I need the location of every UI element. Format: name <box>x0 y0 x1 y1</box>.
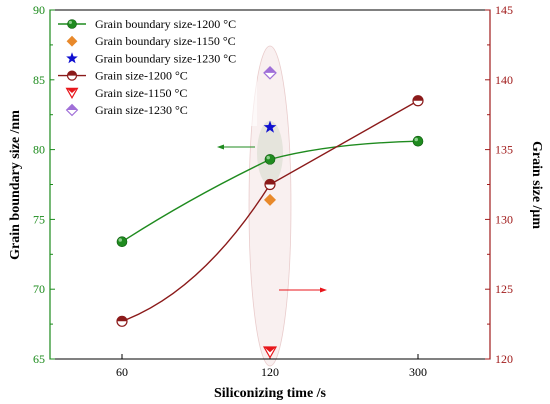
left-tick-label: 70 <box>33 282 45 296</box>
legend-marker <box>67 19 77 29</box>
left-axis-title: Grain boundary size /nm <box>8 110 23 260</box>
legend-marker <box>65 87 79 99</box>
series-markers <box>116 65 424 359</box>
legend-item: Grain size-1200 °C <box>58 69 188 83</box>
legend-marker <box>66 52 78 64</box>
right-tick-label: 125 <box>495 282 513 296</box>
data-point-grain-size-1200-c <box>116 315 128 327</box>
legend-item: Grain size-1230 °C <box>65 103 188 117</box>
legend-background <box>54 13 257 126</box>
legend-marker <box>66 70 78 81</box>
left-tick-label: 80 <box>33 143 45 157</box>
x-tick-label: 120 <box>261 365 279 379</box>
grain-size-highlight-ellipse <box>248 45 292 367</box>
left-tick-label: 75 <box>33 212 45 226</box>
legend-item: Grain boundary size-1230 °C <box>66 51 236 65</box>
right-axis-ticks: 120 125 130 135 140 145 <box>485 3 513 366</box>
x-axis-title: Siliconizing time /s <box>214 386 327 401</box>
right-tick-label: 145 <box>495 3 513 17</box>
right-tick-label: 135 <box>495 143 513 157</box>
grain-boundary-highlight-ellipse <box>257 121 283 185</box>
legend-label: Grain boundary size-1200 °C <box>95 17 236 31</box>
legend-item: Grain boundary size-1200 °C <box>58 17 236 31</box>
legend-label: Grain boundary size-1150 °C <box>95 34 236 48</box>
legend-label: Grain size-1230 °C <box>95 103 188 117</box>
data-point-grain-size-1150-c <box>262 346 278 359</box>
data-point-grain-size-1230-c <box>263 65 277 80</box>
legend-label: Grain boundary size-1230 °C <box>95 51 236 65</box>
left-axis-arrow <box>217 144 255 150</box>
legend: Grain boundary size-1200 °C Grain boundar… <box>54 13 257 126</box>
left-tick-label: 90 <box>33 3 45 17</box>
data-point-grain-boundary-size-1200-c <box>412 135 424 147</box>
legend-marker <box>65 103 79 117</box>
legend-label: Grain size-1150 °C <box>95 86 187 100</box>
data-point-grain-boundary-size-1230-c <box>263 120 277 133</box>
x-tick-label: 60 <box>116 365 128 379</box>
left-tick-label: 65 <box>33 352 45 366</box>
x-axis-ticks: 60 120 300 <box>116 354 427 379</box>
right-axis-title: Grain size /μm <box>529 141 544 229</box>
legend-marker <box>66 35 78 47</box>
x-tick-label: 300 <box>409 365 427 379</box>
left-axis-ticks: 65 70 75 80 85 90 <box>33 3 55 366</box>
data-point-grain-boundary-size-1200-c <box>116 236 128 248</box>
left-tick-label: 85 <box>33 73 45 87</box>
data-point-grain-size-1200-c <box>412 95 424 107</box>
right-tick-label: 130 <box>495 212 513 226</box>
data-point-grain-boundary-size-1150-c <box>264 193 276 206</box>
legend-item: Grain boundary size-1150 °C <box>66 34 236 48</box>
data-point-grain-size-1200-c <box>264 178 276 191</box>
right-tick-label: 120 <box>495 352 513 366</box>
right-tick-label: 140 <box>495 73 513 87</box>
legend-item: Grain size-1150 °C <box>65 86 187 100</box>
data-point-grain-boundary-size-1200-c <box>264 154 276 165</box>
legend-label: Grain size-1200 °C <box>95 69 188 83</box>
right-axis-arrow <box>279 287 327 293</box>
highlight-ellipses <box>248 45 292 367</box>
